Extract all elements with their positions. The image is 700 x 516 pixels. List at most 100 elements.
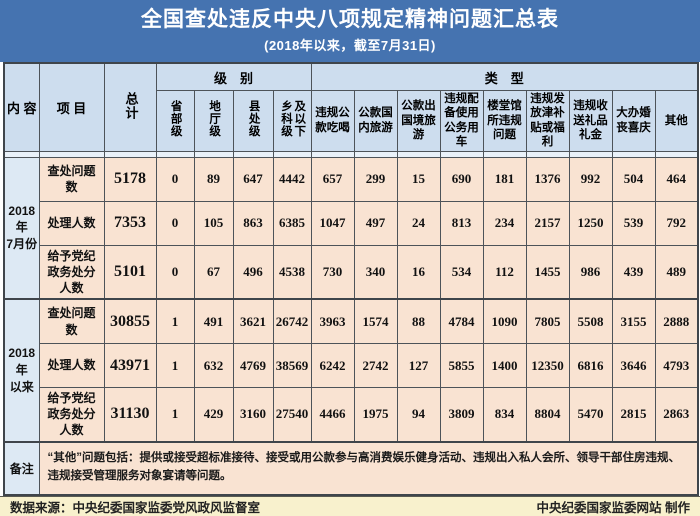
value-cell: 1400 <box>482 343 527 389</box>
value-cell: 1376 <box>525 156 570 202</box>
value-cell: 4538 <box>272 244 312 300</box>
value-cell: 0 <box>155 244 195 300</box>
table-row: 给予党纪政务处分人数 31130 1 429 3160 27540 4466 1975 94 38… <box>4 387 699 443</box>
value-cell: 504 <box>611 156 656 202</box>
header-type-overseas-travel: 公款出国境旅游 <box>396 90 441 152</box>
total-value-cell: 7353 <box>103 200 157 246</box>
header-type-subsidies: 违规发放津补贴或福利 <box>525 90 570 152</box>
summary-table: 内 容 项 目 总计 级 别 类 型 省部级 地厅级 县处级 乡科级及以下 违规… <box>3 62 700 496</box>
header-level-prefecture-label: 地厅级 <box>208 99 221 138</box>
header-level-prefecture: 地厅级 <box>193 90 234 152</box>
header-total: 总计 <box>103 62 157 152</box>
title-banner: 全国查处违反中央八项规定精神问题汇总表 (2018年以来，截至7月31日) <box>0 0 700 62</box>
table-row: 给予党纪政务处分人数 5101 0 67 496 4538 730 340 16 534 112 14… <box>4 244 699 300</box>
value-cell: 986 <box>568 244 613 300</box>
total-value-cell: 43971 <box>103 343 157 389</box>
remark-text: “其他”问题包括：提供或接受超标准接待、接受或用公款参与高消费娱乐健身活动、违规… <box>38 440 699 496</box>
table-row: 2018年 7月份 查处问题数 5178 0 89 647 4442 657 299 15 690 1… <box>3 156 699 300</box>
total-value-cell: 31130 <box>103 387 157 443</box>
value-cell: 0 <box>155 200 195 246</box>
period-cell: 2018年 以来 <box>3 298 40 443</box>
value-cell: 3646 <box>611 343 656 389</box>
footer-source: 数据来源：中央纪委国家监委党风政风监督室 <box>10 500 261 515</box>
value-cell: 299 <box>353 156 398 202</box>
value-cell: 6242 <box>310 343 355 389</box>
item-label-cell: 给予党纪政务处分人数 <box>38 387 105 443</box>
value-cell: 429 <box>193 387 234 443</box>
item-label-cell: 处理人数 <box>38 200 105 246</box>
value-cell: 2157 <box>525 200 570 246</box>
header-type-domestic-travel: 公款国内旅游 <box>353 90 398 152</box>
value-cell: 2863 <box>654 387 699 443</box>
value-cell: 491 <box>193 298 234 345</box>
header-level-group: 级 别 <box>155 62 312 91</box>
item-label-cell: 给予党纪政务处分人数 <box>38 244 105 300</box>
value-cell: 539 <box>611 200 656 246</box>
value-cell: 26742 <box>272 298 312 345</box>
value-cell: 127 <box>396 343 441 389</box>
value-cell: 105 <box>193 200 234 246</box>
value-cell: 496 <box>232 244 274 300</box>
value-cell: 657 <box>310 156 355 202</box>
header-content: 内 容 <box>3 62 40 152</box>
value-cell: 67 <box>193 244 234 300</box>
header-type-gifts: 违规收送礼品礼金 <box>568 90 613 152</box>
value-cell: 16 <box>396 244 441 300</box>
item-label-cell: 查处问题数 <box>38 298 105 345</box>
value-cell: 4769 <box>232 343 274 389</box>
value-cell: 792 <box>654 200 699 246</box>
period-cell: 2018年 7月份 <box>3 156 40 300</box>
value-cell: 234 <box>482 200 527 246</box>
value-cell: 497 <box>353 200 398 246</box>
value-cell: 6816 <box>568 343 613 389</box>
value-cell: 5470 <box>568 387 613 443</box>
table-row: 处理人数 7353 0 105 863 6385 1047 497 24 813 234 2157 12… <box>4 200 699 246</box>
value-cell: 1975 <box>353 387 398 443</box>
value-cell: 2742 <box>353 343 398 389</box>
value-cell: 647 <box>232 156 274 202</box>
value-cell: 38569 <box>272 343 312 389</box>
value-cell: 4466 <box>310 387 355 443</box>
value-cell: 834 <box>482 387 527 443</box>
total-value-cell: 5178 <box>103 156 157 202</box>
value-cell: 464 <box>654 156 699 202</box>
value-cell: 863 <box>232 200 274 246</box>
value-cell: 2815 <box>611 387 656 443</box>
value-cell: 813 <box>439 200 484 246</box>
value-cell: 3963 <box>310 298 355 345</box>
value-cell: 24 <box>396 200 441 246</box>
header-type-group: 类 型 <box>310 62 699 91</box>
value-cell: 1455 <box>525 244 570 300</box>
table-container: 内 容 项 目 总计 级 别 类 型 省部级 地厅级 县处级 乡科级及以下 违规… <box>0 62 700 496</box>
header-level-township-label: 乡科级及以下 <box>280 99 306 138</box>
total-value-cell: 30855 <box>103 298 157 345</box>
value-cell: 5508 <box>568 298 613 345</box>
value-cell: 89 <box>193 156 234 202</box>
header-sub-row: 省部级 地厅级 县处级 乡科级及以下 违规公款吃喝 公款国内旅游 公款出国境旅游… <box>4 90 699 152</box>
value-cell: 534 <box>439 244 484 300</box>
table-row: 2018年 以来 查处问题数 30855 1 491 3621 26742 3963 1574 8… <box>3 298 699 443</box>
footer-banner: 数据来源：中央纪委国家监委党风政风监督室 中央纪委国家监委网站 制作 <box>0 495 700 516</box>
table-row: 处理人数 43971 1 632 4769 38569 6242 2742 127 5855 140… <box>4 343 699 389</box>
value-cell: 4442 <box>272 156 312 202</box>
value-cell: 1 <box>155 387 195 443</box>
value-cell: 94 <box>396 387 441 443</box>
value-cell: 489 <box>654 244 699 300</box>
remark-label: 备注 <box>3 440 40 496</box>
value-cell: 1090 <box>482 298 527 345</box>
value-cell: 3155 <box>611 298 656 345</box>
item-label-cell: 查处问题数 <box>38 156 105 202</box>
value-cell: 1047 <box>310 200 355 246</box>
value-cell: 4793 <box>654 343 699 389</box>
value-cell: 112 <box>482 244 527 300</box>
value-cell: 1 <box>155 298 195 345</box>
table-body: 2018年 7月份 查处问题数 5178 0 89 647 4442 657 299 15 690 1… <box>3 156 699 443</box>
value-cell: 730 <box>310 244 355 300</box>
value-cell: 15 <box>396 156 441 202</box>
value-cell: 1 <box>155 343 195 389</box>
value-cell: 5855 <box>439 343 484 389</box>
footer-credit: 中央纪委国家监委网站 制作 <box>536 500 690 515</box>
value-cell: 3160 <box>232 387 274 443</box>
value-cell: 690 <box>439 156 484 202</box>
